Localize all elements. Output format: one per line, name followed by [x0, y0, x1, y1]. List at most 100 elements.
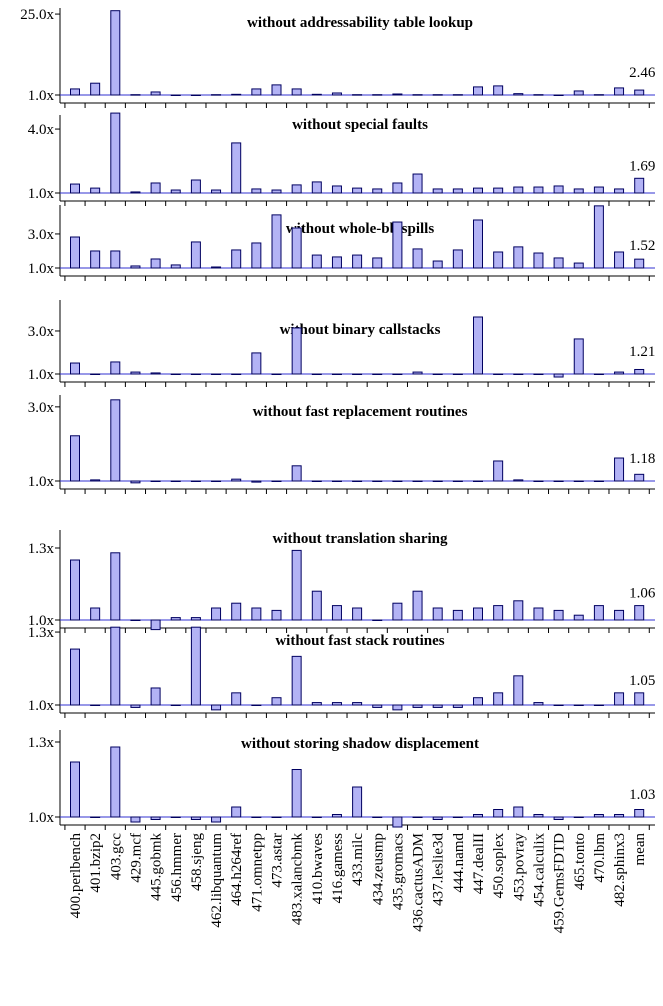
bar — [331, 373, 342, 375]
bar — [614, 814, 625, 818]
value-label: 1.05 — [629, 673, 655, 689]
bar — [311, 181, 322, 194]
bar — [271, 697, 282, 706]
bar — [493, 460, 504, 482]
bar — [130, 619, 141, 621]
bar — [432, 94, 443, 96]
bar — [533, 702, 544, 706]
bar — [533, 814, 544, 818]
bar — [634, 692, 645, 706]
bar — [372, 257, 383, 269]
y-tick-label: 1.0x — [28, 698, 55, 714]
bar — [311, 480, 322, 482]
x-tick-label: 401.bzip2 — [88, 833, 104, 893]
bar — [412, 816, 423, 818]
bar — [634, 473, 645, 482]
bar — [130, 94, 141, 96]
bar — [513, 186, 524, 194]
bar — [90, 373, 101, 375]
x-tick-label: 465.tonto — [572, 833, 588, 890]
bar — [573, 704, 584, 706]
y-tick-label: 1.0x — [28, 88, 55, 104]
bar — [634, 809, 645, 818]
bar — [553, 609, 564, 621]
x-tick-label: 473.astar — [270, 833, 286, 888]
y-tick-label: 1.0x — [28, 367, 55, 383]
bar — [70, 648, 80, 706]
x-tick-label: 471.omnetpp — [249, 833, 265, 912]
bar — [190, 241, 201, 269]
bar — [533, 607, 544, 621]
bar — [311, 254, 322, 269]
bar — [593, 205, 604, 269]
bar — [432, 704, 443, 708]
x-tick-label: 436.cactusADM — [411, 833, 427, 932]
y-tick-label: 1.0x — [28, 186, 55, 202]
x-tick-label: 400.perlbench — [68, 833, 84, 919]
bar — [291, 769, 302, 818]
bar — [614, 87, 625, 96]
bar — [412, 480, 423, 482]
bar — [150, 258, 161, 269]
bar — [372, 373, 383, 375]
bar — [513, 373, 524, 375]
bar — [593, 94, 604, 96]
bar — [251, 607, 262, 621]
bar — [634, 368, 645, 375]
bar — [452, 816, 463, 818]
bar — [452, 704, 463, 708]
bar — [473, 316, 483, 375]
bar — [372, 816, 383, 818]
bar — [311, 816, 322, 818]
bar — [432, 188, 443, 194]
bar — [150, 372, 161, 375]
bar — [150, 91, 161, 96]
bar — [573, 338, 584, 375]
bar — [573, 480, 584, 482]
bar — [271, 816, 282, 818]
x-tick-label: 403.gcc — [108, 833, 124, 880]
bar — [190, 480, 201, 482]
bar — [593, 373, 604, 375]
bar — [372, 480, 383, 482]
x-tick-label: 450.soplex — [491, 833, 507, 899]
x-tick-label: 433.milc — [350, 833, 366, 886]
bar — [614, 692, 625, 706]
bar — [150, 182, 161, 194]
bar — [271, 480, 282, 482]
bar — [473, 697, 483, 706]
bar — [614, 457, 625, 482]
bar — [331, 814, 342, 818]
bar — [291, 655, 302, 706]
bar — [291, 327, 302, 375]
bar — [110, 399, 121, 482]
panel-title: without translation sharing — [272, 531, 448, 547]
bar — [110, 361, 121, 375]
bar — [553, 373, 564, 378]
x-tick-label: 445.gobmk — [149, 833, 165, 901]
bar — [392, 93, 403, 96]
y-tick-label: 1.0x — [28, 613, 55, 629]
x-tick-label: 447.dealII — [471, 833, 487, 894]
bar — [473, 607, 483, 621]
bar — [150, 687, 161, 706]
bar — [573, 816, 584, 818]
bar — [231, 93, 242, 96]
bar — [271, 84, 282, 96]
bar — [352, 480, 363, 482]
x-tick-label: 459.GemsFDTD — [552, 833, 568, 934]
bar — [170, 617, 181, 621]
bar — [211, 373, 222, 375]
bar — [372, 619, 383, 621]
bar — [614, 609, 625, 621]
x-tick-label: 482.sphinx3 — [612, 833, 628, 907]
bar — [493, 251, 504, 269]
panel-title: without binary callstacks — [280, 322, 441, 338]
y-tick-label: 1.0x — [28, 261, 55, 277]
bar — [533, 373, 544, 375]
panel-title: without whole-bb spills — [286, 221, 435, 237]
panel-title: without fast replacement routines — [253, 404, 468, 420]
bar — [432, 816, 443, 820]
bar — [90, 250, 101, 269]
